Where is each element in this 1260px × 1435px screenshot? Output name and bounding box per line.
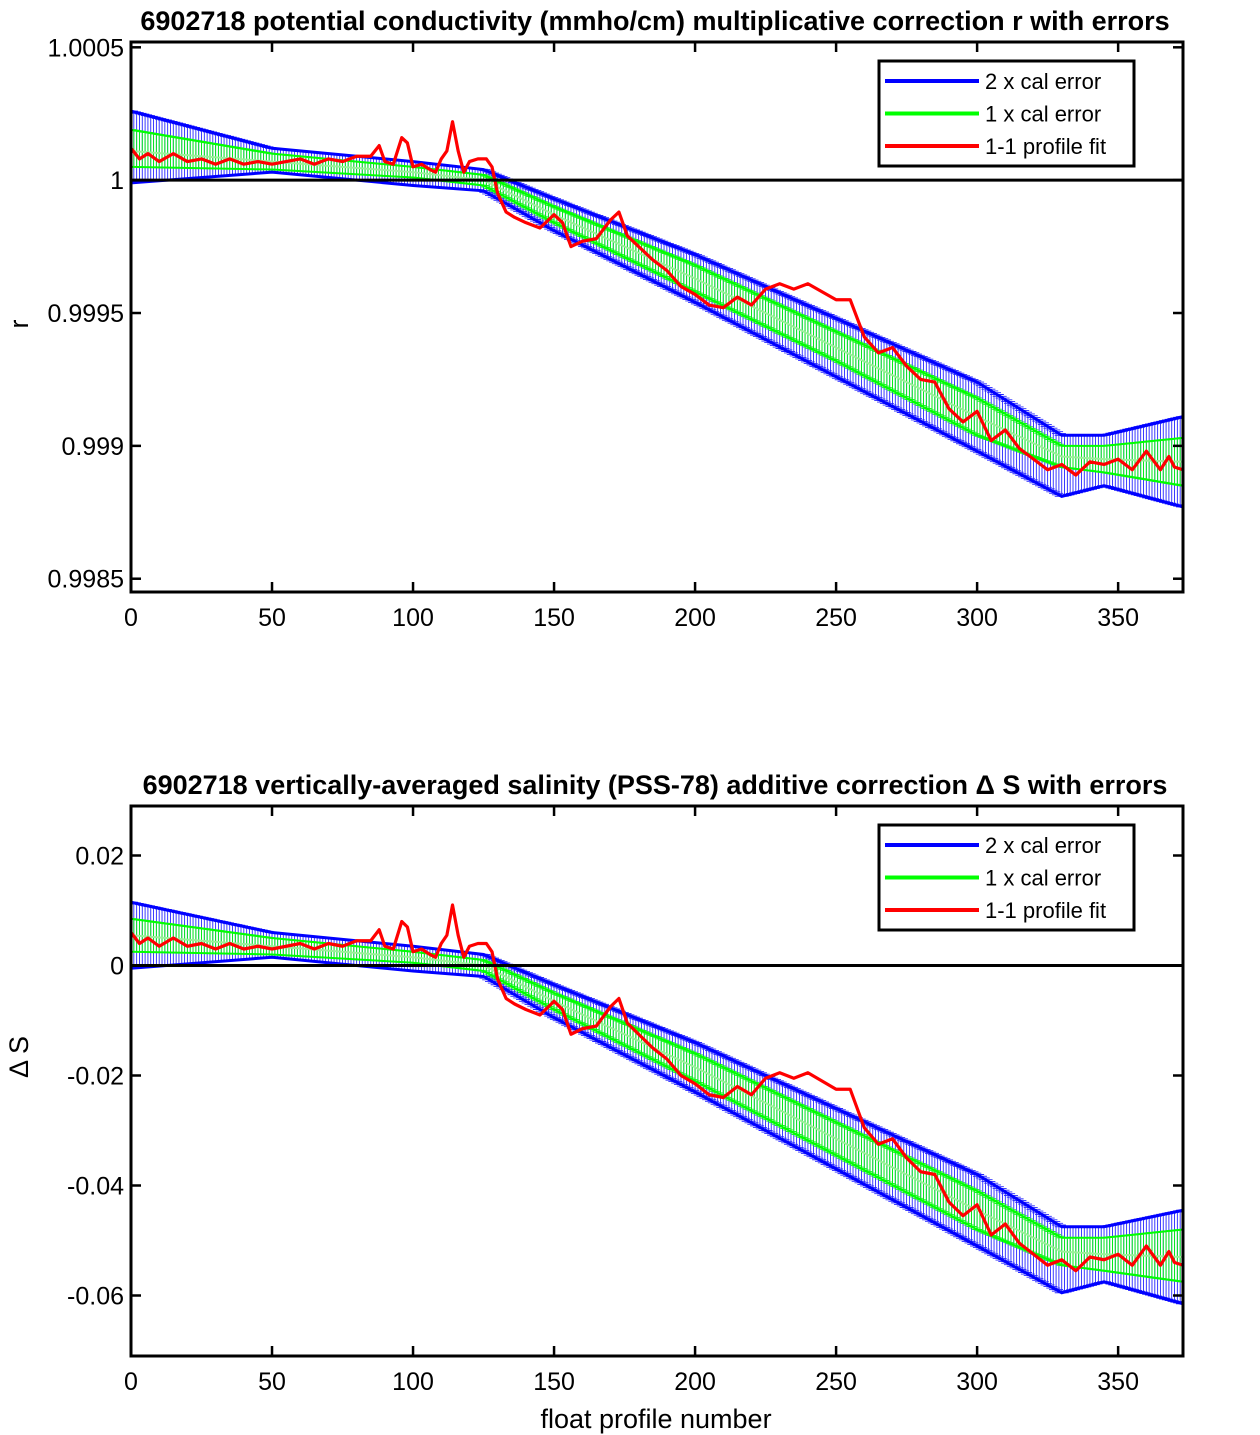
legend-label: 1-1 profile fit: [985, 898, 1106, 923]
series-profile-fit: [131, 120, 1183, 477]
axes-frame: [129, 804, 1185, 1358]
y-tick-label: -0.02: [67, 1063, 124, 1091]
fit-curve: [131, 149, 1183, 463]
x-tick-label: 350: [1097, 604, 1139, 632]
chart-title: 6902718 vertically-averaged salinity (PS…: [143, 770, 1168, 800]
band-1x-upper: [131, 917, 1183, 1239]
series-profile-fit: [131, 903, 1183, 1273]
salinity-correction-chart: 6902718 vertically-averaged salinity (PS…: [4, 770, 1185, 1434]
fit-curve: [131, 934, 1183, 1258]
band-1x-upper: [131, 128, 1183, 447]
y-tick-label: 1: [110, 167, 124, 195]
y-tick-label: 0.999: [61, 433, 124, 461]
y-tick-label: 0.9995: [48, 300, 124, 328]
x-tick-label: 300: [956, 1368, 998, 1396]
legend-label: 1-1 profile fit: [985, 134, 1106, 159]
x-tick-label: 50: [258, 1368, 286, 1396]
error-bars-1x: [131, 128, 1183, 487]
band-1x-lower: [131, 165, 1183, 487]
y-axis-label: Δ S: [4, 1036, 34, 1078]
x-tick-label: 100: [392, 604, 434, 632]
y-tick-label: 0: [110, 953, 124, 981]
legend: 2 x cal error 1 x cal error 1-1 profile fi…: [877, 823, 1136, 932]
axes-frame: [129, 40, 1185, 594]
x-tick-label: 0: [124, 1368, 138, 1396]
x-tick-label: 150: [533, 604, 575, 632]
y-tick-label: 0.9985: [48, 566, 124, 594]
x-tick-label: 100: [392, 1368, 434, 1396]
legend-label: 2 x cal error: [985, 69, 1101, 94]
plot-area: [131, 900, 1183, 1306]
x-tick-label: 350: [1097, 1368, 1139, 1396]
x-tick-label: 300: [956, 604, 998, 632]
legend-label: 1 x cal error: [985, 102, 1101, 127]
conductivity-correction-chart: 6902718 potential conductivity (mmho/cm)…: [4, 6, 1185, 632]
y-tick-label: -0.06: [67, 1283, 124, 1311]
error-bars-2x: [131, 900, 1183, 1306]
band-1x-lower: [131, 950, 1183, 1283]
legend-label: 1 x cal error: [985, 866, 1101, 891]
x-tick-label: 200: [674, 604, 716, 632]
legend: 2 x cal error 1 x cal error 1-1 profile fi…: [877, 59, 1136, 168]
y-axis-label: r: [4, 320, 34, 329]
chart-title: 6902718 potential conductivity (mmho/cm)…: [140, 6, 1169, 36]
y-tick-label: 0.02: [75, 843, 124, 871]
y-tick-label: -0.04: [67, 1173, 124, 1201]
x-tick-label: 50: [258, 604, 286, 632]
x-tick-label: 250: [815, 1368, 857, 1396]
x-tick-label: 150: [533, 1368, 575, 1396]
x-tick-label: 250: [815, 604, 857, 632]
error-bars-1x: [131, 917, 1183, 1283]
x-tick-label: 200: [674, 1368, 716, 1396]
legend-label: 2 x cal error: [985, 833, 1101, 858]
axes: 0 50 100 150 200 250 300 350 0.9985 0.999 0.9995 1 1…: [48, 34, 1185, 632]
axes: 0 50 100 150 200 250 300 350 -0.06 -0.04 -0.02 0 0.0…: [67, 804, 1185, 1396]
plot-area: [131, 109, 1183, 509]
x-tick-label: 0: [124, 604, 138, 632]
y-tick-label: 1.0005: [48, 34, 124, 62]
x-axis-label: float profile number: [540, 1404, 771, 1434]
